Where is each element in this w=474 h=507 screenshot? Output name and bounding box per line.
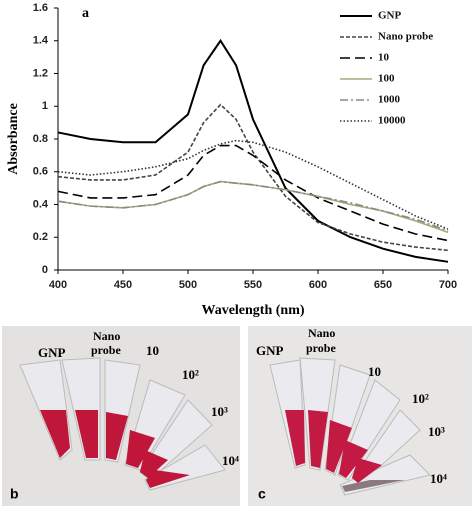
y-tick-label: 0.6 xyxy=(33,166,48,178)
y-tick-label: 0 xyxy=(42,264,48,276)
panel-label: b xyxy=(10,486,19,502)
liquid xyxy=(40,410,190,488)
series-line xyxy=(57,103,449,252)
x-axis-label: Wavelength (nm) xyxy=(201,303,304,318)
y-tick-label: 1.6 xyxy=(33,2,48,14)
series-line xyxy=(57,38,449,263)
photo-label: 10 xyxy=(368,364,381,379)
x-tick-label: 550 xyxy=(244,279,262,291)
photo-label: 10² xyxy=(412,391,429,406)
photo-label: Nano xyxy=(93,329,120,343)
y-tick-label: 1.2 xyxy=(33,67,48,79)
series-line xyxy=(57,180,449,232)
series-line xyxy=(57,180,449,234)
x-tick-label: 700 xyxy=(439,279,457,291)
panel-label: c xyxy=(258,486,266,502)
series-line xyxy=(57,144,449,242)
y-tick-label: 1 xyxy=(42,100,48,112)
x-tick-label: 450 xyxy=(114,279,132,291)
series-line xyxy=(57,139,449,230)
liquid xyxy=(285,410,405,492)
photo-label: 10³ xyxy=(211,404,228,419)
y-tick-label: 0.2 xyxy=(33,231,48,243)
photo-b: b GNP Nano probe 10 10² 10³ 10⁴ xyxy=(2,326,240,506)
legend-label: 10000 xyxy=(378,115,406,127)
legend-label: Nano probe xyxy=(378,31,433,43)
photo-label: 10⁴ xyxy=(430,471,447,486)
x-tick-label: 400 xyxy=(49,279,67,291)
x-tick-label: 600 xyxy=(309,279,327,291)
photo-label: GNP xyxy=(256,343,284,358)
chart: a Wavelength (nm) Absorbance 0 0.2 0.4 0.6 0… xyxy=(6,2,457,318)
photo-label: 10³ xyxy=(428,424,445,439)
legend-label: 10 xyxy=(378,52,390,64)
photo-c: c GNP Nano probe 10 10² 10³ 10⁴ xyxy=(248,326,472,506)
photo-label: probe xyxy=(306,341,336,355)
legend-label: 1000 xyxy=(378,94,401,106)
photo-label: probe xyxy=(91,343,121,357)
photo-label: 10⁴ xyxy=(222,453,239,468)
y-tick-label: 1.4 xyxy=(33,35,49,47)
y-tick-label: 0.8 xyxy=(33,133,48,145)
panel-label: a xyxy=(82,6,89,21)
photo-label: 10 xyxy=(146,343,159,358)
legend-label: GNP xyxy=(378,10,402,22)
photo-label: 10² xyxy=(182,367,199,382)
photo-label: Nano xyxy=(308,326,335,340)
y-axis-label: Absorbance xyxy=(6,103,21,175)
x-tick-label: 500 xyxy=(179,279,197,291)
y-tick-label: 0.4 xyxy=(33,198,49,210)
x-tick-label: 650 xyxy=(374,279,392,291)
photo-label: GNP xyxy=(38,345,66,360)
legend-label: 100 xyxy=(378,73,395,85)
photos: b GNP Nano probe 10 10² 10³ 10⁴ c GNP Na… xyxy=(2,326,472,506)
